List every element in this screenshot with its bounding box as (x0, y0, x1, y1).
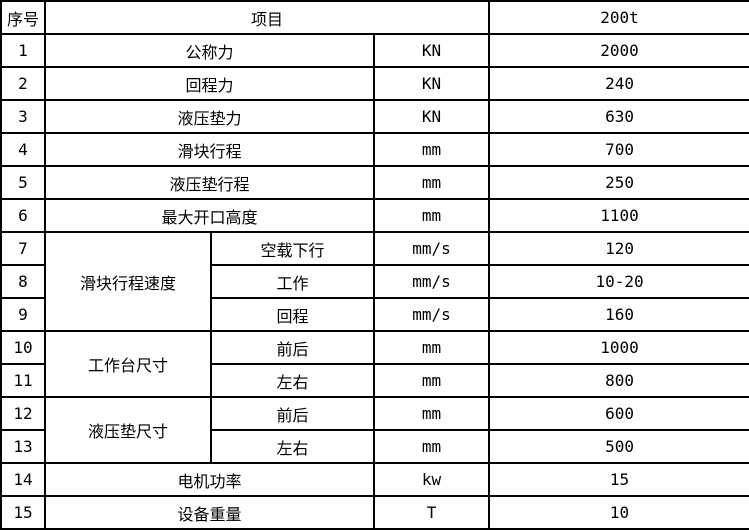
table-row: 7 滑块行程速度 空载下行 mm/s 120 (0, 231, 749, 332)
cell-unit: mm (372, 198, 491, 233)
cell-unit: T (372, 495, 491, 530)
cell-value: 1000 (488, 330, 749, 365)
cell-subitem: 前后 (210, 396, 375, 431)
table-row: 2 回程力 KN 240 (0, 66, 749, 101)
cell-seq: 7 (0, 231, 46, 266)
cell-seq: 9 (0, 297, 46, 332)
table-row: 15 设备重量 T 10 (0, 495, 749, 530)
cell-seq: 13 (0, 429, 46, 464)
cell-subitem: 左右 (210, 363, 375, 398)
cell-group: 滑块行程速度 (44, 231, 212, 332)
cell-value: 15 (488, 462, 749, 497)
cell-value: 800 (488, 363, 749, 398)
cell-seq: 11 (0, 363, 46, 398)
cell-value: 240 (488, 66, 749, 101)
cell-seq: 10 (0, 330, 46, 365)
cell-seq: 6 (0, 198, 46, 233)
cell-unit: KN (372, 99, 491, 134)
cell-item: 电机功率 (44, 462, 375, 497)
cell-unit: mm/s (372, 231, 491, 266)
cell-subitem: 前后 (210, 330, 375, 365)
cell-value: 250 (488, 165, 749, 200)
cell-seq: 4 (0, 132, 46, 167)
cell-group: 液压垫尺寸 (44, 396, 212, 464)
cell-seq: 2 (0, 66, 46, 101)
table-row: 13 左右 mm 500 (0, 429, 749, 464)
table-row: 10 工作台尺寸 前后 mm 1000 (0, 330, 749, 398)
cell-value: 700 (488, 132, 749, 167)
cell-unit: mm/s (372, 297, 491, 332)
cell-value: 10 (488, 495, 749, 530)
cell-item: 回程力 (44, 66, 375, 101)
cell-item: 设备重量 (44, 495, 375, 530)
table-row: 12 液压垫尺寸 前后 mm 600 (0, 396, 749, 464)
table-row: 14 电机功率 kw 15 (0, 462, 749, 497)
table-row: 5 液压垫行程 mm 250 (0, 165, 749, 200)
cell-group: 工作台尺寸 (44, 330, 212, 398)
cell-unit: mm (372, 396, 491, 431)
table-row: 6 最大开口高度 mm 1100 (0, 198, 749, 233)
cell-unit: kw (372, 462, 491, 497)
cell-item: 最大开口高度 (44, 198, 375, 233)
cell-seq: 5 (0, 165, 46, 200)
cell-seq: 12 (0, 396, 46, 431)
header-item: 项目 (43, 0, 491, 35)
cell-value: 600 (488, 396, 749, 431)
cell-seq: 3 (0, 99, 46, 134)
table-row: 11 左右 mm 800 (0, 363, 749, 398)
table-row: 9 回程 mm/s 160 (0, 297, 749, 332)
header-row: 序号 项目 200t (0, 0, 749, 35)
cell-value: 500 (488, 429, 749, 464)
cell-item: 公称力 (44, 33, 375, 68)
cell-unit: mm (372, 132, 491, 167)
table-row: 3 液压垫力 KN 630 (0, 99, 749, 134)
cell-unit: mm (372, 363, 491, 398)
cell-value: 630 (488, 99, 749, 134)
header-no: 序号 (0, 0, 46, 35)
cell-unit: KN (372, 33, 491, 68)
cell-seq: 14 (0, 462, 46, 497)
cell-value: 10-20 (488, 264, 749, 299)
header-value: 200t (488, 0, 749, 35)
cell-value: 2000 (488, 33, 749, 68)
cell-item: 液压垫力 (44, 99, 375, 134)
cell-value: 120 (488, 231, 749, 266)
cell-seq: 8 (0, 264, 46, 299)
cell-unit: mm/s (372, 264, 491, 299)
cell-item: 液压垫行程 (44, 165, 375, 200)
cell-unit: mm (372, 330, 491, 365)
cell-unit: mm (372, 429, 491, 464)
cell-unit: KN (372, 66, 491, 101)
table-row: 1 公称力 KN 2000 (0, 33, 749, 68)
cell-seq: 15 (0, 495, 46, 530)
cell-value: 1100 (488, 198, 749, 233)
table-row: 4 滑块行程 mm 700 (0, 132, 749, 167)
cell-value: 160 (488, 297, 749, 332)
cell-subitem: 回程 (210, 297, 375, 332)
cell-subitem: 工作 (210, 264, 375, 299)
cell-item: 滑块行程 (44, 132, 375, 167)
cell-seq: 1 (0, 33, 46, 68)
cell-subitem: 空载下行 (210, 231, 375, 266)
table-row: 8 工作 mm/s 10-20 (0, 264, 749, 299)
cell-subitem: 左右 (210, 429, 375, 464)
cell-unit: mm (372, 165, 491, 200)
